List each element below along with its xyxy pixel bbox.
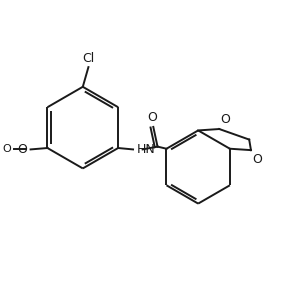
Text: O: O	[2, 144, 11, 154]
Text: Cl: Cl	[82, 52, 95, 65]
Text: O: O	[221, 113, 230, 126]
Text: O: O	[147, 110, 157, 123]
Text: HN: HN	[136, 143, 155, 156]
Text: O: O	[17, 143, 27, 156]
Text: O: O	[252, 153, 262, 166]
